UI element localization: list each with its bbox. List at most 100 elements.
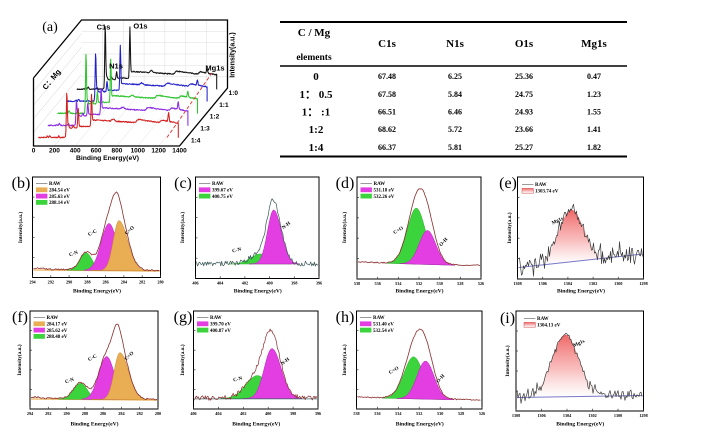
svg-text:0: 0 [313,71,319,83]
svg-text:404: 404 [215,411,222,416]
svg-text:RAW: RAW [49,182,61,187]
svg-text:1304.13 eV: 1304.13 eV [537,324,561,329]
svg-text:(b): (b) [12,175,31,192]
svg-text:O-H: O-H [435,373,446,384]
svg-text:526: 526 [478,281,484,286]
svg-text:C=O: C=O [123,350,135,362]
svg-text:Intensity(a.u.): Intensity(a.u.) [16,344,23,375]
svg-text:Intensity(a.u.): Intensity(a.u.) [230,32,237,78]
svg-text:Binding Energy(eV): Binding Energy(eV) [395,288,443,295]
svg-text:1.55: 1.55 [587,108,601,117]
svg-text:(c): (c) [174,175,192,192]
svg-text:1306: 1306 [537,413,545,418]
svg-text:Mg1s: Mg1s [581,38,607,50]
svg-text:406: 406 [192,281,198,286]
svg-text:282: 282 [139,280,145,285]
svg-text:292: 292 [45,411,51,416]
svg-text:400: 400 [265,411,271,416]
svg-text:1:2: 1:2 [210,114,220,121]
svg-text:67.58: 67.58 [378,90,396,99]
svg-text:C-N: C-N [233,375,244,383]
svg-text:200: 200 [49,147,60,154]
svg-text:399.67 eV: 399.67 eV [212,189,233,194]
svg-text:(e): (e) [499,175,517,192]
svg-text:66.37: 66.37 [378,143,396,152]
svg-text:1.41: 1.41 [587,125,601,134]
svg-text:RAW: RAW [210,316,222,321]
svg-text:25.27: 25.27 [515,143,533,152]
svg-text:(g): (g) [174,309,193,326]
svg-text:C1s: C1s [97,23,111,32]
svg-text:0.47: 0.47 [587,72,601,81]
svg-text:Intensity(a.u.): Intensity(a.u.) [179,344,186,375]
svg-text:1302: 1302 [589,281,597,286]
svg-text:396: 396 [316,281,322,286]
svg-text:400.87 eV: 400.87 eV [210,329,231,334]
svg-text:(d): (d) [336,175,355,192]
svg-text:C=O: C=O [392,225,404,235]
svg-text:(f): (f) [12,309,28,326]
svg-text:RAW: RAW [47,316,59,321]
svg-text:23.66: 23.66 [515,125,533,134]
svg-text:Binding Energy(eV): Binding Energy(eV) [234,288,282,295]
svg-text:800: 800 [111,147,122,154]
svg-text:Binding Energy(eV): Binding Energy(eV) [556,421,604,428]
svg-text:288: 288 [84,280,90,285]
svg-text:398: 398 [290,411,296,416]
svg-text:C-C: C-C [87,228,98,238]
svg-text:1308: 1308 [512,413,520,418]
svg-text:RAW: RAW [535,183,547,188]
svg-text:1:1: 1:1 [219,102,229,109]
svg-text:1:0: 1:0 [229,90,239,97]
svg-text:1:4: 1:4 [309,142,324,154]
svg-text:24.75: 24.75 [515,90,533,99]
svg-text:528: 528 [458,411,464,416]
svg-text:294: 294 [29,280,36,285]
svg-text:1.23: 1.23 [587,90,601,99]
svg-text:1298: 1298 [639,281,647,286]
svg-text:400: 400 [70,147,81,154]
svg-text:RAW: RAW [374,182,386,187]
svg-text:532.54 eV: 532.54 eV [373,329,394,334]
svg-text:1304: 1304 [563,413,572,418]
svg-text:530: 530 [437,411,443,416]
svg-text:290: 290 [66,280,72,285]
svg-text:Intensity(a.u.): Intensity(a.u.) [179,212,186,243]
svg-text:284: 284 [121,280,128,285]
svg-text:1400: 1400 [172,147,187,154]
svg-text:RAW: RAW [537,317,549,322]
svg-text:285.63 eV: 285.63 eV [49,195,70,200]
svg-text:600: 600 [91,147,102,154]
svg-text:531.18 eV: 531.18 eV [374,189,395,194]
svg-text:280: 280 [155,411,161,416]
svg-text:530: 530 [437,281,443,286]
svg-text:1308: 1308 [513,281,521,286]
svg-text:6.25: 6.25 [448,72,462,81]
svg-text:Binding Energy(eV): Binding Energy(eV) [73,288,121,295]
svg-text:280: 280 [157,280,163,285]
svg-text:66.51: 66.51 [378,108,396,117]
svg-text:538: 538 [353,411,359,416]
svg-text:402: 402 [240,411,246,416]
svg-text:68.62: 68.62 [378,125,396,134]
svg-text:Mg1s: Mg1s [551,216,564,226]
svg-text:528: 528 [457,281,463,286]
svg-text:Intensity(a.u.): Intensity(a.u.) [504,345,511,376]
svg-text:C=O: C=O [124,225,136,237]
svg-text:0: 0 [32,147,36,154]
svg-text:538: 538 [354,281,360,286]
svg-text:402: 402 [242,281,248,286]
svg-text:396: 396 [315,411,321,416]
svg-text:5.81: 5.81 [448,143,462,152]
svg-text:C / Mg: C / Mg [298,27,331,39]
svg-text:1300: 1300 [614,413,622,418]
svg-text:Intensity(a.u.): Intensity(a.u.) [341,344,348,375]
svg-text:Binding Energy(eV): Binding Energy(eV) [76,155,139,162]
svg-text:284.17 eV: 284.17 eV [47,323,68,328]
svg-text:288.48 eV: 288.48 eV [47,335,68,340]
svg-text:531.40 eV: 531.40 eV [373,323,394,328]
svg-text:N-H: N-H [280,356,291,366]
svg-text:532.26 eV: 532.26 eV [374,195,395,200]
svg-text:Mg1s: Mg1s [572,338,585,348]
svg-text:C-C: C-C [87,353,98,363]
